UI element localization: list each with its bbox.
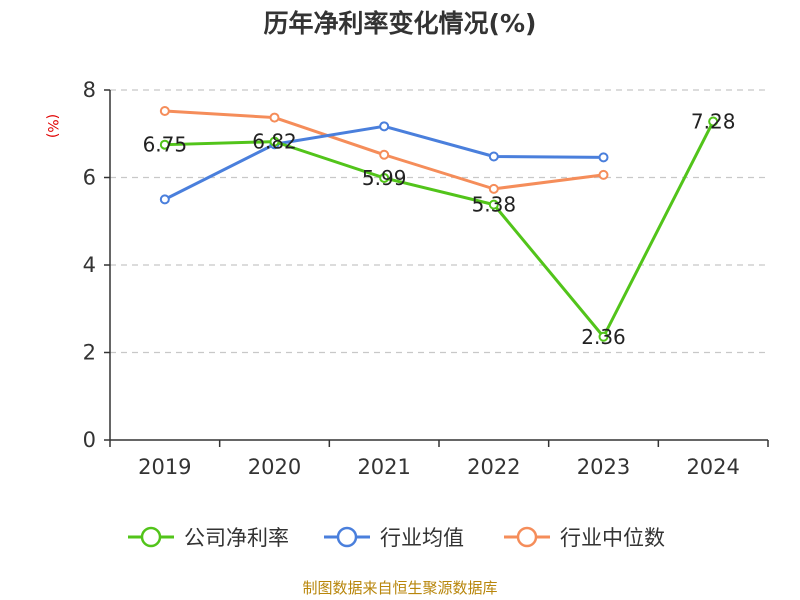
series-point (159, 106, 170, 116)
series-line (163, 120, 715, 339)
data-labels: 6.75 6.82 5.99 5.38 2.36 7.28 (143, 110, 736, 349)
series-point (488, 151, 499, 162)
series-point (379, 149, 390, 160)
y-tick-label: 0 (83, 428, 96, 452)
data-label: 5.38 (472, 193, 517, 217)
y-tick-label: 4 (83, 253, 96, 277)
x-tick-label: 2020 (248, 455, 301, 479)
legend: 公司净利率 行业均值 行业中位数 (128, 526, 665, 550)
data-label: 2.36 (581, 325, 626, 349)
legend-label: 公司净利率 (184, 526, 289, 550)
y-tick-label: 2 (83, 341, 96, 365)
axes: 0 2 4 6 8 2019 2020 2021 2022 2023 2024 (83, 78, 769, 479)
data-label: 6.82 (252, 130, 297, 154)
y-tick-label: 6 (83, 166, 96, 190)
x-tick-label: 2023 (577, 455, 630, 479)
y-axis-label: (%) (44, 114, 60, 138)
legend-label: 行业中位数 (560, 526, 665, 550)
source-note: 制图数据来自恒生聚源数据库 (302, 579, 497, 597)
series-point (159, 139, 170, 150)
legend-marker (336, 526, 358, 548)
x-tick-label: 2019 (138, 455, 191, 479)
legend-marker (140, 526, 162, 548)
grid-lines (110, 89, 768, 354)
legend-marker (516, 526, 538, 548)
series-point (269, 136, 280, 147)
y-tick-label: 8 (83, 78, 96, 102)
series-point (488, 183, 499, 194)
series-point (598, 152, 609, 163)
series-point (708, 116, 719, 127)
x-tick-label: 2022 (467, 455, 520, 479)
series-point (159, 194, 170, 205)
legend-label: 行业均值 (380, 526, 464, 550)
series-point (269, 112, 280, 123)
series-point (598, 331, 609, 342)
series-point (379, 172, 390, 183)
x-tick-label: 2021 (357, 455, 410, 479)
x-tick-label: 2024 (686, 455, 739, 479)
chart-title: 历年净利率变化情况(%) (264, 9, 537, 38)
series-point (488, 199, 499, 210)
series-lines (159, 106, 719, 342)
data-label: 7.28 (691, 110, 736, 134)
series-point (379, 121, 390, 132)
series-point (598, 169, 609, 180)
data-label: 5.99 (362, 166, 407, 190)
data-label: 6.75 (143, 133, 188, 157)
